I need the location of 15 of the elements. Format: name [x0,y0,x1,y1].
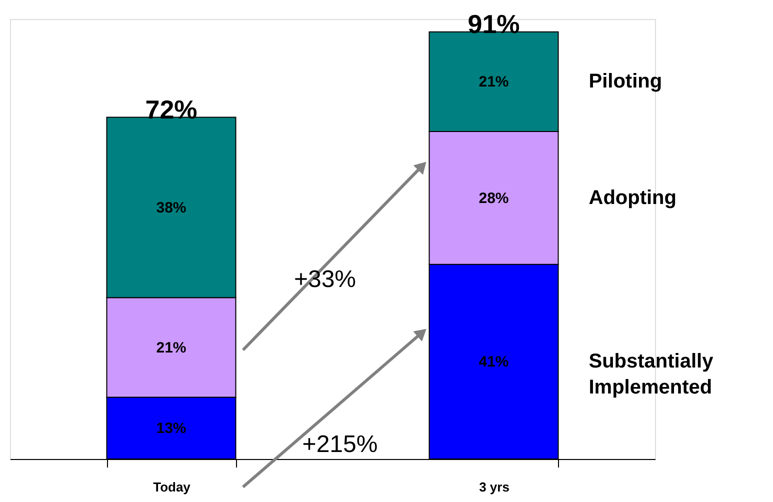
data-label: 38% [156,199,186,216]
data-label: 13% [156,420,186,438]
total-label: 72% [145,94,198,124]
x-tick-label: 3 yrs [479,480,510,494]
series-label: Substantially Implemented [588,350,714,399]
total-label: 91% [468,8,520,39]
x-tick-label: Today [153,480,192,494]
data-label: 41% [478,354,509,371]
data-label: 28% [478,190,509,207]
series-label: Adopting [588,186,676,209]
annotation: +33% [294,266,356,293]
data-label: 21% [156,339,186,356]
annotation: +215% [302,431,378,458]
data-label: 21% [478,74,509,91]
series-label: Piloting [588,70,662,93]
